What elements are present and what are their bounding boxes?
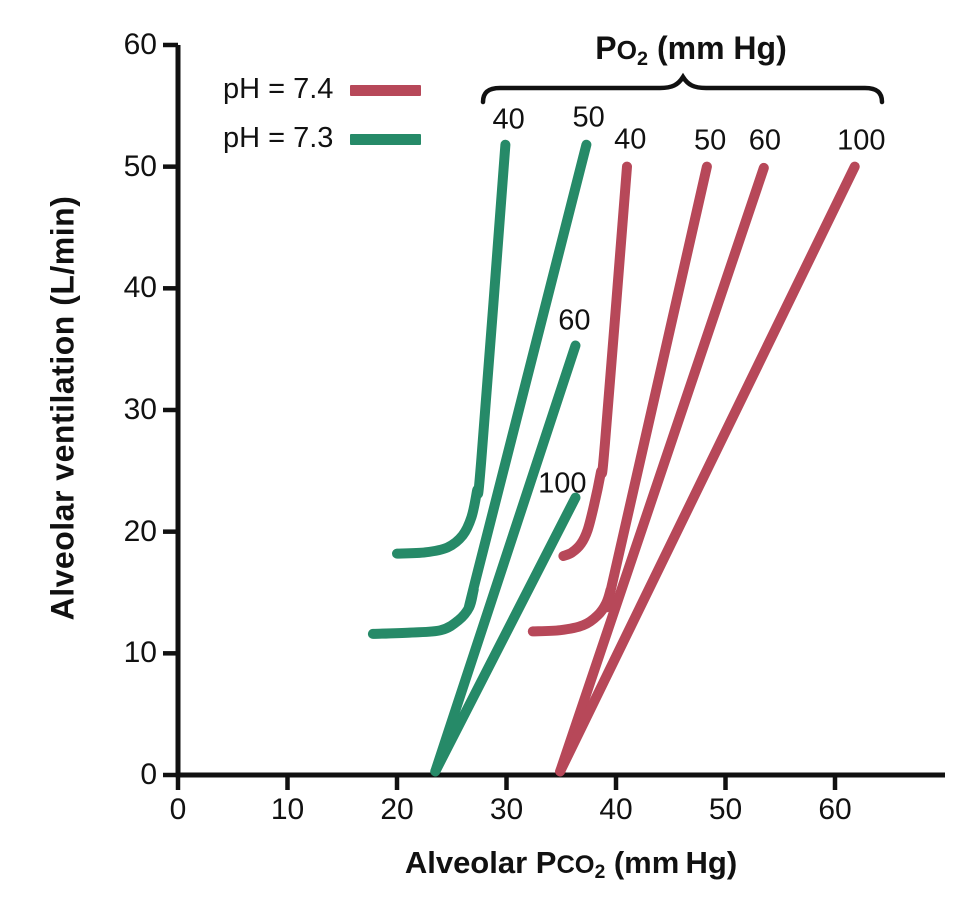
y-tick-label: 30 [123, 392, 157, 426]
x-title-rest: (mm Hg) [605, 845, 738, 880]
po2-brace [480, 72, 885, 105]
x-tick-label: 40 [599, 793, 633, 826]
curve-label-ph73-po2-40: 40 [492, 103, 525, 136]
legend-row-ph73: pH = 7.3 [223, 121, 422, 155]
po2-group-title: PO2 (mm Hg) [595, 30, 787, 70]
curve-ph73-po2-100 [430, 492, 581, 777]
x-title-prefix: Alveolar P [404, 845, 557, 880]
legend-row-ph74: pH = 7.4 [223, 72, 422, 106]
curve-label-ph74-po2-100: 100 [837, 124, 886, 157]
curve-ph74-po2-60 [555, 162, 769, 777]
x-tick-label: 60 [818, 793, 852, 826]
curve-ph73-po2-40 [392, 139, 511, 559]
po2-title-subscript: 2 [637, 47, 649, 70]
y-tick-label: 60 [123, 27, 157, 61]
axes [163, 42, 945, 790]
curve-ph73-po2-60 [430, 340, 581, 777]
po2-title-o: O [616, 35, 638, 65]
legend-label-ph74: pH = 7.4 [223, 72, 334, 105]
y-tick-label: 0 [140, 758, 157, 791]
po2-title-p: P [595, 30, 617, 66]
x-title-smallcaps: CO [556, 851, 595, 879]
y-axis-title: Alveolar ventilation (L/min) [44, 195, 81, 621]
legend-swatch-ph74 [350, 84, 422, 96]
curve-label-ph73-po2-60: 60 [558, 304, 591, 337]
x-tick-label: 0 [169, 793, 187, 826]
y-tick-label: 50 [123, 149, 157, 183]
x-tick-label: 30 [489, 793, 524, 826]
curve-label-ph73-po2-100: 100 [538, 467, 587, 500]
curve-label-ph74-po2-60: 60 [748, 124, 782, 157]
curves [367, 139, 860, 777]
legend-swatch-ph73 [350, 133, 422, 145]
y-tick-label: 10 [123, 636, 157, 670]
po2-title-rest: (mm Hg) [648, 30, 787, 66]
x-title-subscript: 2 [594, 862, 606, 884]
x-tick-label: 20 [380, 793, 414, 826]
curve-label-ph74-po2-40: 40 [614, 123, 647, 156]
curve-ph73-po2-50 [367, 139, 592, 639]
x-tick-label: 10 [270, 793, 305, 826]
curve-ph74-po2-100 [555, 161, 860, 777]
curve-ph74-po2-50 [527, 161, 712, 637]
curve-ph74-po2-40 [558, 161, 632, 561]
y-tick-label: 40 [123, 271, 157, 305]
curve-label-ph73-po2-50: 50 [572, 101, 605, 134]
x-axis-title: Alveolar PCO2 (mm Hg) [404, 845, 738, 884]
y-tick-label: 20 [123, 514, 157, 548]
legend-label-ph73: pH = 7.3 [223, 121, 334, 154]
curve-label-ph74-po2-50: 50 [694, 124, 727, 157]
x-tick-label: 50 [708, 793, 743, 826]
